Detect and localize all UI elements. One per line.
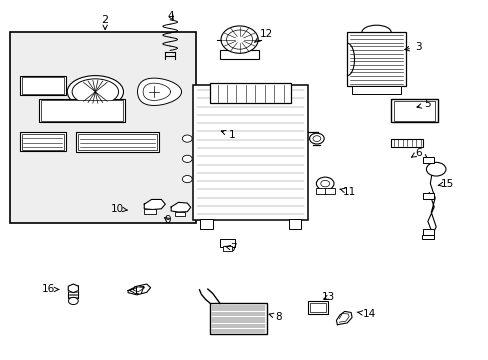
Ellipse shape (72, 79, 118, 105)
Circle shape (182, 155, 192, 162)
Ellipse shape (67, 76, 123, 108)
Circle shape (316, 177, 333, 190)
Bar (210, 83, 290, 103)
Polygon shape (128, 284, 150, 295)
Text: 11: 11 (339, 186, 356, 197)
Text: 17: 17 (129, 285, 146, 296)
Bar (220, 50, 259, 59)
Bar (288, 219, 300, 229)
Text: 2: 2 (102, 15, 108, 25)
Text: 4: 4 (167, 11, 174, 21)
Bar (200, 219, 212, 229)
Bar (307, 301, 327, 314)
Bar (20, 76, 66, 95)
Bar (10, 32, 195, 223)
Polygon shape (137, 78, 181, 105)
Circle shape (221, 26, 258, 53)
Bar (390, 139, 422, 147)
Bar (193, 85, 307, 220)
Text: 3: 3 (404, 42, 421, 52)
Bar (21, 77, 64, 94)
Polygon shape (336, 311, 351, 325)
Bar (346, 32, 405, 86)
Bar (76, 132, 159, 152)
Bar (223, 246, 231, 251)
Bar (393, 101, 434, 121)
Text: 10: 10 (111, 204, 127, 214)
Polygon shape (68, 284, 78, 293)
Bar (421, 235, 433, 239)
Bar (20, 132, 66, 151)
Bar (309, 303, 325, 312)
Circle shape (226, 30, 252, 49)
Polygon shape (171, 202, 190, 212)
Ellipse shape (426, 162, 445, 176)
Bar (68, 288, 78, 298)
Bar (316, 188, 325, 194)
Circle shape (320, 180, 329, 187)
Text: 9: 9 (163, 215, 170, 225)
Text: 13: 13 (321, 292, 335, 302)
Bar (210, 303, 266, 334)
Text: 14: 14 (356, 309, 375, 319)
Text: 1: 1 (221, 130, 235, 140)
Text: 6: 6 (411, 148, 421, 158)
Text: 16: 16 (42, 284, 59, 294)
Circle shape (182, 175, 192, 183)
Bar (422, 229, 433, 235)
Bar (144, 209, 156, 214)
Text: 7: 7 (224, 243, 237, 253)
Bar (390, 99, 437, 122)
Polygon shape (144, 199, 165, 210)
Text: 15: 15 (437, 179, 453, 189)
Bar (39, 99, 124, 122)
Bar (422, 193, 433, 199)
Bar (21, 134, 64, 150)
Text: 8: 8 (268, 312, 282, 322)
Circle shape (68, 297, 78, 305)
Bar (325, 188, 334, 194)
Bar (174, 212, 185, 216)
Bar (41, 100, 122, 121)
Bar (351, 86, 400, 94)
Bar (220, 239, 234, 247)
Bar (422, 157, 433, 163)
Circle shape (182, 135, 192, 142)
Circle shape (312, 136, 320, 141)
Text: 12: 12 (254, 29, 273, 42)
Bar (78, 134, 157, 150)
Circle shape (309, 133, 324, 144)
Text: 5: 5 (416, 99, 430, 109)
